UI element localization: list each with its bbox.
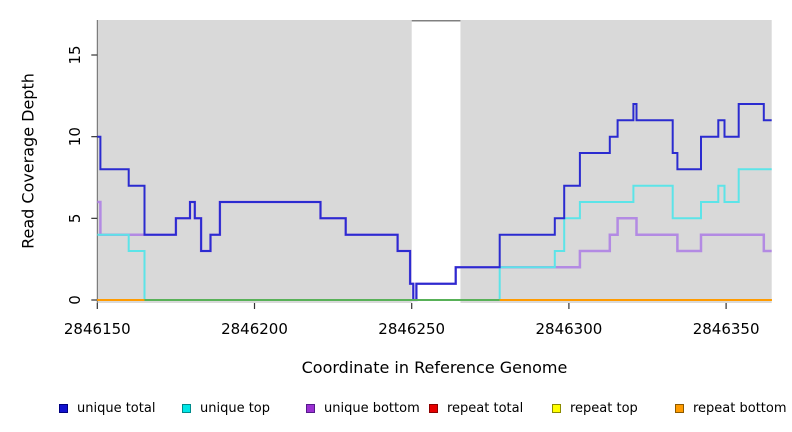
x-tick-label: 2846200 [221, 320, 288, 338]
legend-label: unique bottom [324, 400, 420, 416]
legend-item-repeat-total: repeat total [429, 400, 523, 416]
x-tick-label: 2846350 [693, 320, 760, 338]
legend-item-unique-top: unique top [182, 400, 270, 416]
y-tick-label: 0 [66, 295, 84, 305]
legend-item-unique-total: unique total [59, 400, 155, 416]
legend-label: repeat bottom [693, 400, 787, 416]
x-tick-label: 2846300 [536, 320, 603, 338]
y-tick-label: 10 [66, 127, 84, 146]
legend-item-unique-bottom: unique bottom [306, 400, 420, 416]
x-tick-label: 2846150 [64, 320, 131, 338]
x-axis-title: Coordinate in Reference Genome [301, 358, 568, 377]
y-axis-title: Read Coverage Depth [18, 73, 38, 249]
y-tick-label: 5 [66, 214, 84, 224]
legend-item-repeat-top: repeat top [552, 400, 638, 416]
legend-label: unique top [200, 400, 271, 416]
legend-swatch-unique-total [59, 403, 68, 413]
legend-swatch-unique-bottom [306, 403, 315, 413]
legend-swatch-repeat-bottom [675, 403, 684, 413]
legend-swatch-repeat-total [429, 403, 438, 413]
legend-label: unique total [77, 400, 156, 416]
legend-item-repeat-bottom: repeat bottom [675, 400, 787, 416]
legend-swatch-repeat-top [552, 403, 561, 413]
series-unique-total-line [97, 103, 772, 301]
coverage-gap-band [411, 20, 461, 303]
legend-label: repeat total [447, 400, 524, 416]
x-tick-label: 2846250 [378, 320, 445, 338]
legend-swatch-unique-top [182, 403, 191, 413]
legend-label: repeat top [570, 400, 638, 416]
y-tick-label: 15 [66, 45, 84, 64]
